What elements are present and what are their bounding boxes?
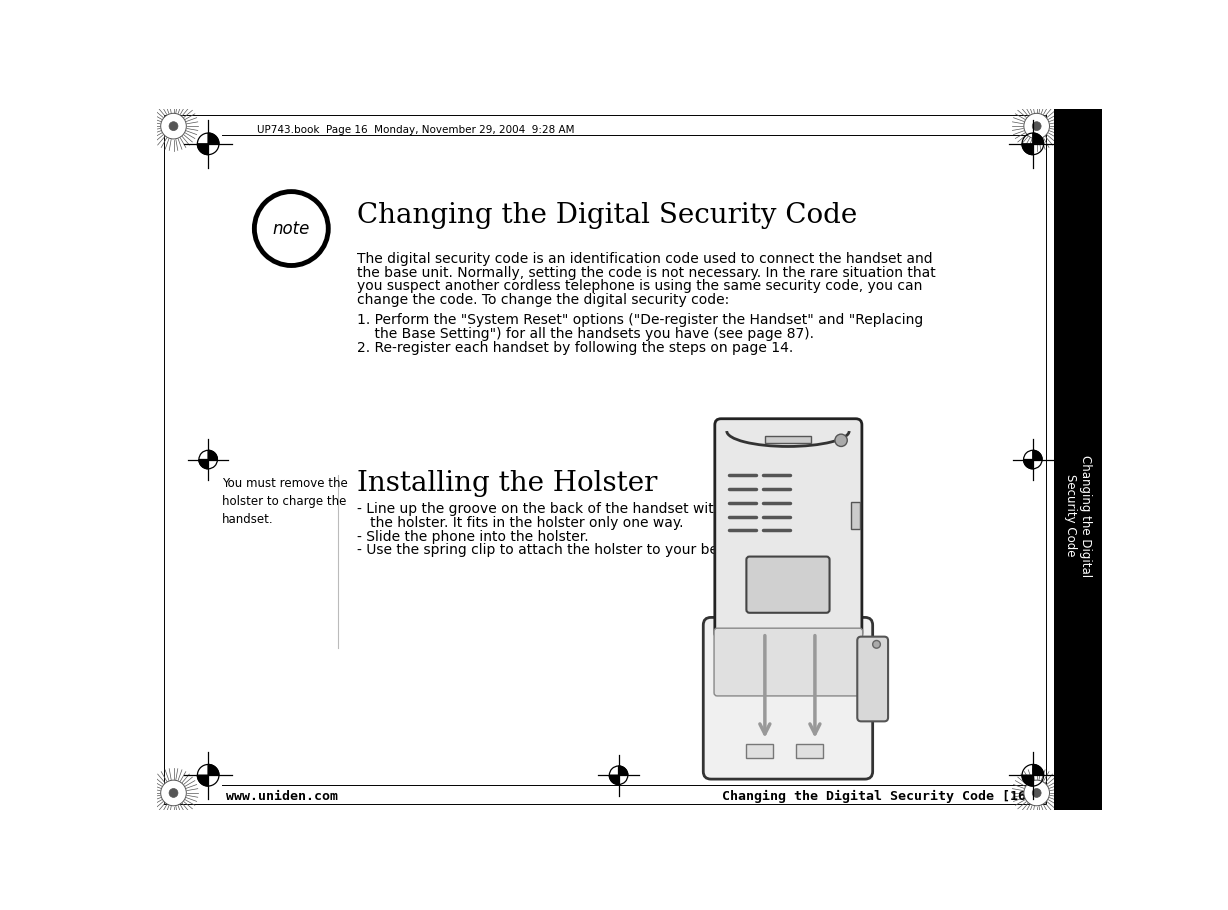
Text: - Line up the groove on the back of the handset with the groove on: - Line up the groove on the back of the …: [357, 502, 824, 516]
Circle shape: [1033, 122, 1041, 130]
Polygon shape: [209, 764, 219, 775]
Bar: [1054, 109, 1103, 810]
Polygon shape: [1033, 450, 1043, 460]
Bar: [765, 437, 810, 442]
FancyBboxPatch shape: [704, 617, 873, 779]
Text: 2. Re-register each handset by following the steps on page 14.: 2. Re-register each handset by following…: [357, 341, 793, 355]
Text: - Slide the phone into the holster.: - Slide the phone into the holster.: [357, 530, 588, 543]
Text: Changing the Digital Security Code: Changing the Digital Security Code: [357, 202, 857, 228]
Text: you suspect another cordless telephone is using the same security code, you can: you suspect another cordless telephone i…: [357, 279, 922, 293]
Text: The digital security code is an identification code used to connect the handset : The digital security code is an identifi…: [357, 252, 932, 266]
Polygon shape: [1033, 133, 1044, 144]
Polygon shape: [609, 775, 619, 784]
Bar: [796, 744, 823, 758]
Circle shape: [169, 122, 178, 130]
Text: UP743.book  Page 16  Monday, November 29, 2004  9:28 AM: UP743.book Page 16 Monday, November 29, …: [257, 125, 575, 135]
Text: change the code. To change the digital security code:: change the code. To change the digital s…: [357, 293, 729, 308]
Circle shape: [169, 789, 178, 797]
Polygon shape: [1024, 460, 1033, 469]
FancyBboxPatch shape: [715, 419, 862, 639]
Text: Installing the Holster: Installing the Holster: [357, 470, 657, 497]
Text: note: note: [273, 219, 309, 238]
Polygon shape: [1022, 144, 1033, 155]
Text: - Use the spring clip to attach the holster to your belt or pocket.: - Use the spring clip to attach the hols…: [357, 543, 801, 558]
Circle shape: [1024, 780, 1050, 805]
FancyBboxPatch shape: [857, 637, 888, 722]
Polygon shape: [209, 133, 219, 144]
Text: 1. Perform the "System Reset" options ("De-register the Handset" and "Replacing: 1. Perform the "System Reset" options ("…: [357, 313, 923, 328]
Bar: [851, 502, 861, 529]
Circle shape: [1024, 114, 1050, 139]
FancyBboxPatch shape: [713, 628, 862, 696]
Text: the base unit. Normally, setting the code is not necessary. In the rare situatio: the base unit. Normally, setting the cod…: [357, 266, 936, 279]
Text: You must remove the
holster to charge the
handset.: You must remove the holster to charge th…: [222, 477, 348, 526]
Polygon shape: [199, 460, 209, 469]
Polygon shape: [198, 144, 209, 155]
Circle shape: [161, 114, 187, 139]
Polygon shape: [209, 450, 217, 460]
Text: Changing the Digital
Security Code: Changing the Digital Security Code: [1063, 454, 1092, 577]
Bar: [745, 744, 772, 758]
Circle shape: [254, 192, 328, 266]
Polygon shape: [1022, 775, 1033, 786]
Circle shape: [873, 641, 880, 648]
Text: the Base Setting") for all the handsets you have (see page 87).: the Base Setting") for all the handsets …: [357, 327, 814, 341]
Polygon shape: [1033, 764, 1044, 775]
FancyBboxPatch shape: [747, 557, 830, 612]
Text: the holster. It fits in the holster only one way.: the holster. It fits in the holster only…: [357, 516, 683, 530]
Text: www.uniden.com: www.uniden.com: [226, 790, 338, 804]
Circle shape: [161, 780, 187, 805]
Circle shape: [835, 434, 847, 447]
Polygon shape: [198, 775, 209, 786]
Circle shape: [1033, 789, 1041, 797]
Text: Changing the Digital Security Code [16]: Changing the Digital Security Code [16]: [722, 790, 1034, 804]
Polygon shape: [619, 766, 628, 775]
